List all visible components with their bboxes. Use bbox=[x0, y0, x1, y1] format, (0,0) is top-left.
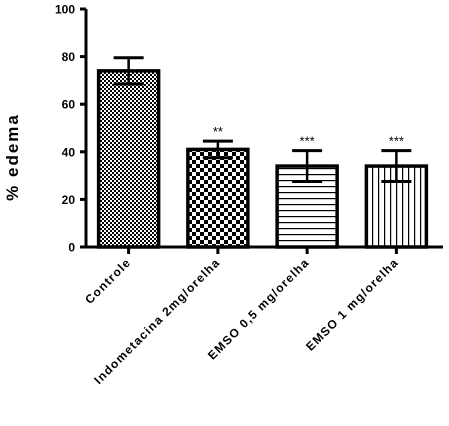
significance-label: *** bbox=[300, 134, 315, 149]
y-tick-label: 100 bbox=[55, 3, 75, 17]
x-tick-label: EMSO 0,5 mg/orelha bbox=[205, 255, 312, 362]
y-tick-label: 20 bbox=[62, 193, 76, 207]
y-axis: 0 20 40 60 80 100 bbox=[55, 3, 88, 255]
bars-group: ***** *** bbox=[96, 56, 429, 249]
bar-group: *** bbox=[364, 134, 429, 249]
y-tick-label: 80 bbox=[62, 50, 76, 64]
x-tick-label: EMSO 1 mg/orelha bbox=[303, 255, 401, 353]
bar bbox=[96, 69, 161, 249]
bar-group: *** bbox=[275, 134, 339, 249]
y-tick-label: 40 bbox=[62, 145, 76, 159]
bar-group: ** bbox=[186, 124, 250, 249]
bar bbox=[275, 164, 339, 249]
y-axis-label: % edema bbox=[3, 113, 22, 201]
y-tick-label: 60 bbox=[62, 98, 76, 112]
bar-group bbox=[96, 56, 161, 249]
significance-label: *** bbox=[389, 134, 404, 149]
y-tick-label: 0 bbox=[68, 241, 75, 255]
significance-label: ** bbox=[213, 124, 223, 139]
x-tick-label: Controle bbox=[82, 255, 134, 307]
bar bbox=[186, 147, 250, 249]
